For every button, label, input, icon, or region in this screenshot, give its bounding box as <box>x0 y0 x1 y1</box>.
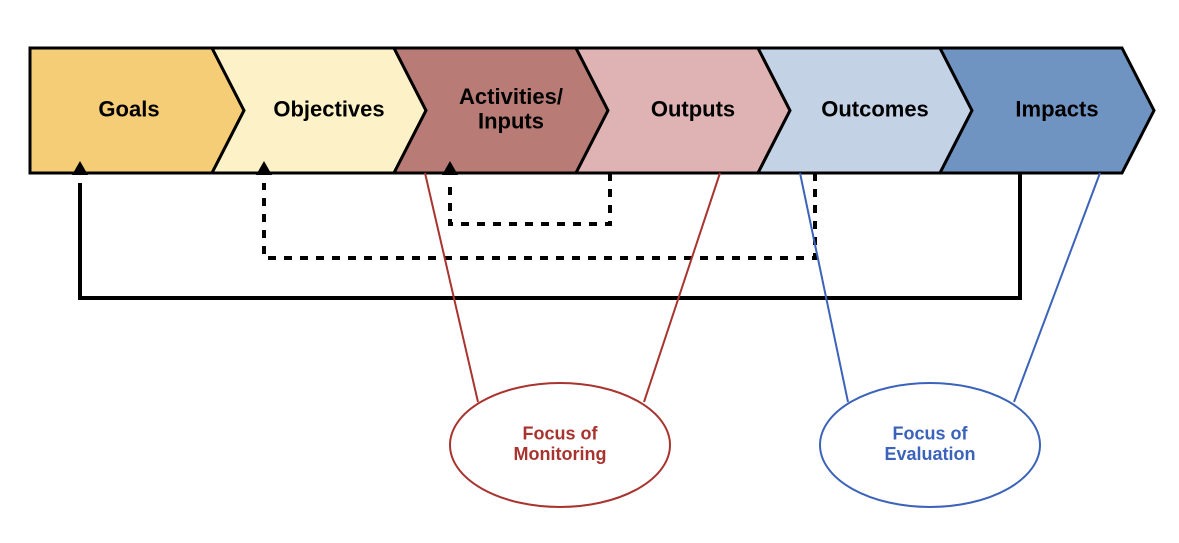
ellipse-label-line2: Monitoring <box>514 444 607 464</box>
chevron-goals: Goals <box>30 48 244 173</box>
ellipse-label-line1: Focus of <box>523 423 599 443</box>
chevron-outcomes: Outcomes <box>758 48 972 173</box>
ellipse-label-line2: Evaluation <box>884 444 975 464</box>
chevron-label: Outcomes <box>821 96 929 121</box>
chevron-label: Objectives <box>273 96 384 121</box>
feedback-arrow-solid <box>72 161 1020 298</box>
chevron-label: Activities/ <box>459 84 563 109</box>
ellipse-label-line1: Focus of <box>893 423 969 443</box>
chevron-activities-inputs: Activities/Inputs <box>394 48 608 173</box>
chevron-label: Outputs <box>651 96 735 121</box>
chevron-impacts: Impacts <box>940 48 1154 173</box>
chevron-outputs: Outputs <box>576 48 790 173</box>
focus-ellipse-evaluation: Focus ofEvaluation <box>800 173 1100 507</box>
chevron-label: Impacts <box>1015 96 1098 121</box>
chevron-objectives: Objectives <box>212 48 426 173</box>
chevron-label: Inputs <box>478 108 544 133</box>
focus-ellipse-monitoring: Focus ofMonitoring <box>425 173 720 507</box>
feedback-arrow-dotted <box>256 161 815 258</box>
chevron-label: Goals <box>98 96 159 121</box>
